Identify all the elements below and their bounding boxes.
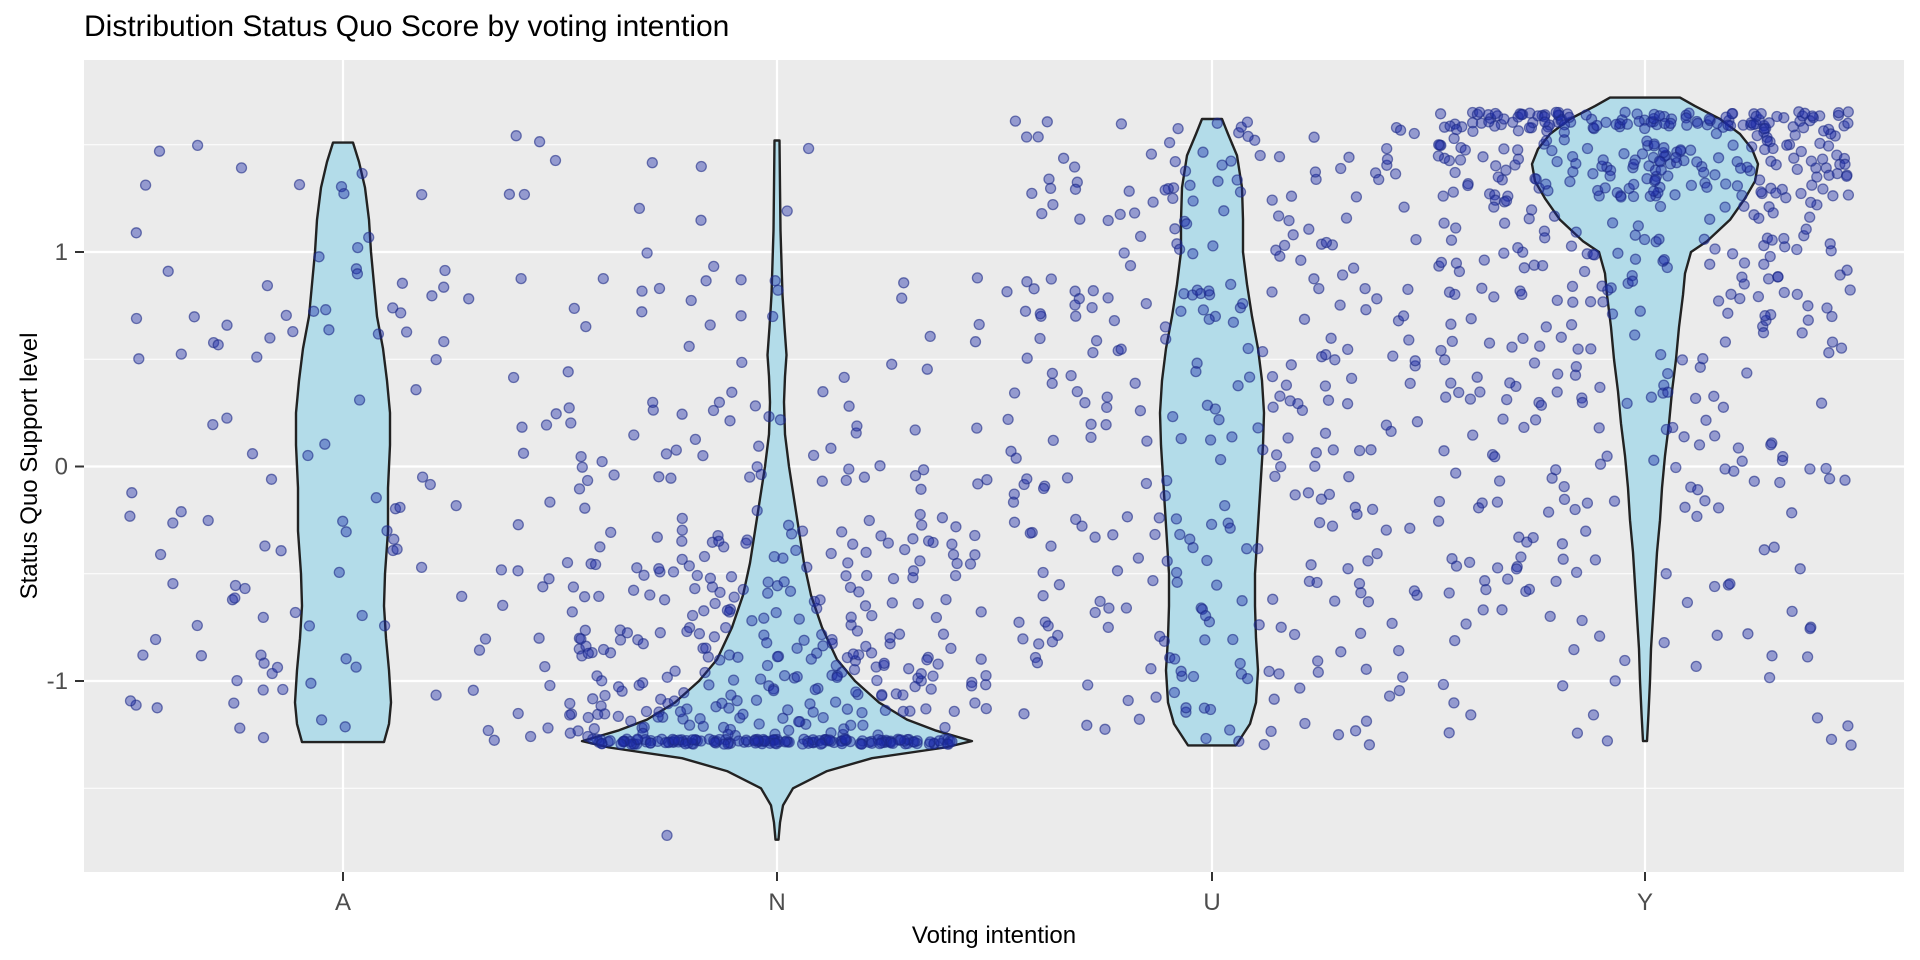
x-tick-label-N: N: [768, 889, 785, 916]
violin-A: [293, 141, 393, 744]
y-tick-label-1: 1: [55, 239, 68, 266]
jitter-points-U: [1001, 115, 1424, 751]
x-tick-label-A: A: [335, 889, 351, 916]
y-tick-label-0: 0: [55, 454, 68, 481]
y-axis-title: Status Quo Support level: [16, 332, 43, 600]
axis-ticks: 1 0 -1 A N U Y: [47, 239, 1653, 916]
jitter-points-A: [124, 130, 562, 746]
outlier-point-N: [661, 829, 673, 842]
chart-title: Distribution Status Quo Score by voting …: [84, 10, 730, 43]
x-tick-label-U: U: [1203, 889, 1220, 916]
jitter-points-N: [561, 142, 993, 750]
y-tick-label--1: -1: [47, 668, 68, 695]
x-tick-label-Y: Y: [1637, 889, 1653, 916]
jitter-points-Y: [1432, 106, 1857, 751]
x-axis-title: Voting intention: [911, 922, 1077, 949]
violin-Y: [1530, 96, 1760, 743]
violin-N: [580, 139, 974, 841]
